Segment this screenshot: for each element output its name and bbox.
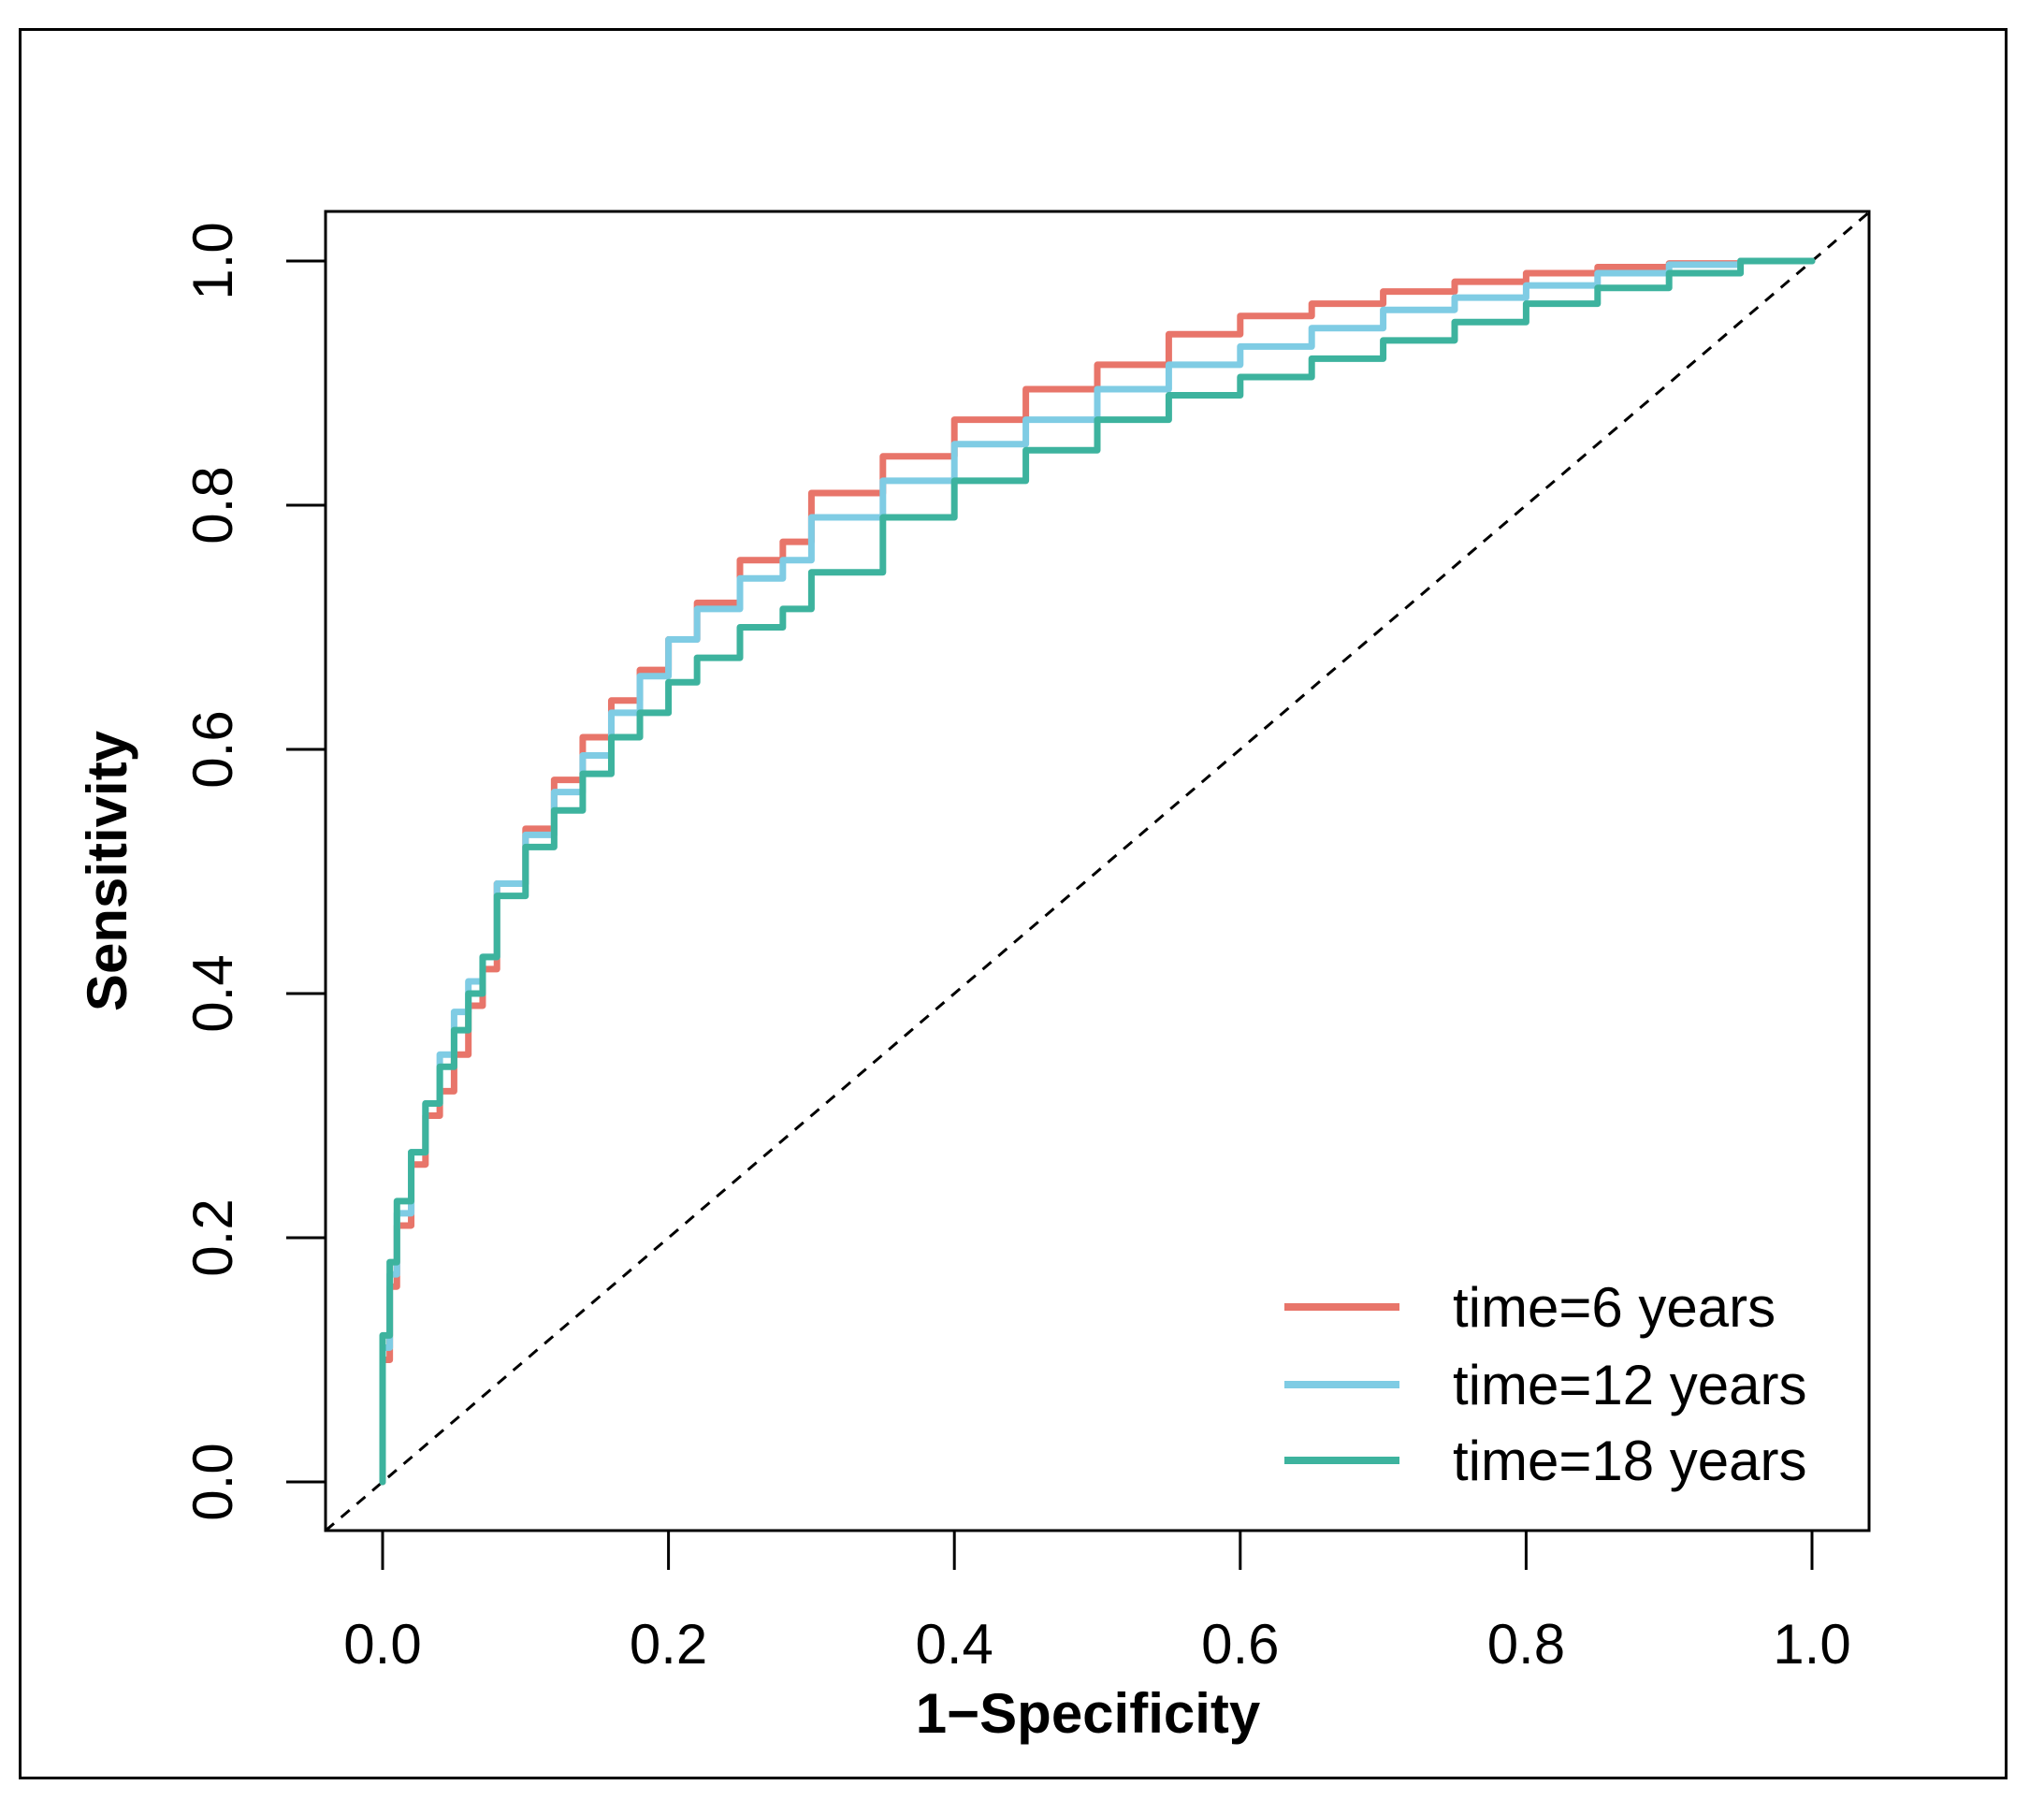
x-axis-title: 1−Specificity [916, 1682, 1261, 1745]
y-tick-label: 1.0 [181, 222, 244, 299]
x-tick-label: 0.2 [630, 1613, 707, 1676]
reference-diagonal-line [324, 210, 1871, 1532]
x-tick-label: 0.6 [1201, 1613, 1279, 1676]
series-group [379, 257, 1816, 1486]
x-tick-label: 0.8 [1487, 1613, 1565, 1676]
legend-label: time=18 years [1453, 1430, 1807, 1492]
y-tick-label: 0.4 [181, 954, 244, 1032]
y-tick-label: 0.8 [181, 466, 244, 544]
x-tick-label: 1.0 [1773, 1613, 1850, 1676]
figure-frame [19, 28, 2008, 1779]
series-line-2 [379, 257, 1816, 1486]
series-line-3 [379, 257, 1816, 1486]
y-ticks: 0.0 0.2 0.4 0.6 0.8 1.0 [181, 222, 326, 1521]
y-tick-label: 0.2 [181, 1198, 244, 1276]
x-tick-label: 0.0 [343, 1613, 421, 1676]
legend: time=6 years time=12 years time=18 years [1284, 1276, 1807, 1492]
x-ticks: 0.0 0.2 0.4 0.6 0.8 1.0 [343, 1531, 1851, 1676]
y-axis-title: Sensitivity [76, 730, 138, 1011]
y-tick-label: 0.0 [181, 1443, 244, 1520]
legend-label: time=6 years [1453, 1276, 1776, 1339]
y-tick-label: 0.6 [181, 710, 244, 788]
legend-label: time=12 years [1453, 1354, 1807, 1416]
x-tick-label: 0.4 [915, 1613, 993, 1676]
